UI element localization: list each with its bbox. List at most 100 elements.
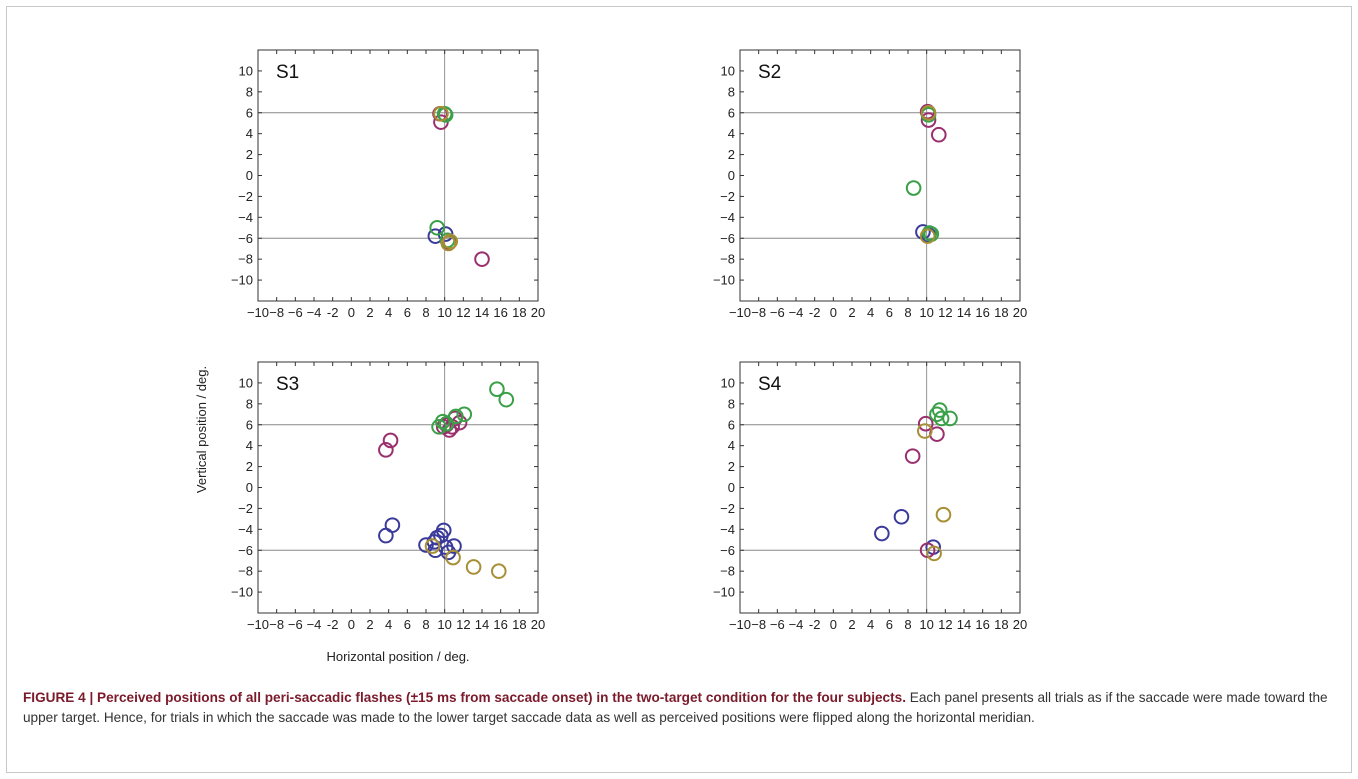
y-tick-label: −2 — [238, 501, 253, 516]
x-tick-label: 4 — [867, 305, 874, 320]
x-tick-label: 14 — [957, 305, 971, 320]
x-tick-label: 0 — [830, 617, 837, 632]
data-point-green — [448, 408, 464, 425]
x-tick-label: 8 — [904, 617, 911, 632]
x-tick-label: 18 — [994, 305, 1008, 320]
y-tick-label: −4 — [238, 522, 253, 537]
x-tick-label: 18 — [512, 305, 526, 320]
data-point-green — [942, 410, 958, 427]
x-tick-label: 12 — [938, 617, 952, 632]
data-point-olive — [442, 233, 459, 250]
data-point-olive — [445, 549, 461, 566]
x-tick-label: −10 — [247, 617, 269, 632]
x-tick-label: −6 — [770, 617, 785, 632]
x-tick-label: −8 — [751, 305, 766, 320]
plot-area — [257, 361, 539, 614]
x-tick-label: 8 — [904, 305, 911, 320]
x-tick-label: 12 — [938, 305, 952, 320]
x-tick-label: −4 — [307, 617, 322, 632]
data-point-olive — [917, 423, 933, 439]
y-tick-label: 6 — [246, 417, 253, 432]
x-tick-label: 10 — [919, 617, 933, 632]
y-tick-label: 6 — [728, 417, 735, 432]
data-point-blue — [893, 508, 910, 525]
y-tick-label: 6 — [728, 105, 735, 120]
x-tick-label: 6 — [886, 305, 893, 320]
y-tick-label: −4 — [720, 210, 735, 225]
data-point-magenta — [378, 442, 394, 458]
y-tick-label: 8 — [246, 396, 253, 411]
data-point-green — [489, 381, 505, 397]
x-tick-label: 2 — [366, 617, 373, 632]
y-tick-label: −8 — [720, 252, 735, 267]
data-point-green — [498, 391, 515, 408]
plot-area — [257, 49, 539, 302]
y-tick-label: −10 — [713, 273, 735, 288]
x-tick-label: 14 — [475, 617, 489, 632]
x-tick-label: 6 — [404, 305, 411, 320]
x-tick-label: -2 — [809, 617, 821, 632]
x-tick-label: 12 — [456, 305, 470, 320]
x-tick-label: −8 — [269, 305, 284, 320]
x-tick-label: 2 — [366, 305, 373, 320]
x-tick-label: −8 — [751, 617, 766, 632]
figure-caption: FIGURE 4 | Perceived positions of all pe… — [23, 688, 1341, 728]
plot-area — [739, 361, 1021, 614]
y-tick-label: 4 — [728, 126, 735, 141]
x-tick-label: −10 — [247, 305, 269, 320]
data-point-magenta — [920, 112, 937, 128]
y-tick-label: −10 — [231, 585, 253, 600]
x-tick-label: −10 — [729, 305, 751, 320]
y-tick-label: 4 — [246, 126, 253, 141]
data-point-olive — [935, 506, 952, 523]
panel-label: S3 — [276, 374, 299, 395]
data-point-olive — [440, 235, 457, 252]
data-point-blue — [446, 538, 462, 554]
y-tick-label: −10 — [231, 273, 253, 288]
x-tick-label: 18 — [994, 617, 1008, 632]
x-tick-label: −6 — [288, 617, 303, 632]
y-tick-label: −2 — [720, 189, 735, 204]
x-tick-label: −8 — [269, 617, 284, 632]
x-tick-label: 0 — [830, 305, 837, 320]
x-tick-label: 0 — [348, 305, 355, 320]
x-tick-label: -2 — [327, 617, 339, 632]
x-tick-label: −4 — [789, 305, 804, 320]
y-tick-label: 4 — [728, 438, 735, 453]
x-tick-label: 6 — [404, 617, 411, 632]
y-tick-label: 0 — [246, 480, 253, 495]
data-point-magenta — [917, 415, 934, 432]
x-tick-label: 20 — [1013, 305, 1027, 320]
x-tick-label: 16 — [493, 617, 507, 632]
x-tick-label: 8 — [422, 305, 429, 320]
y-tick-label: 0 — [728, 168, 735, 183]
y-tick-label: −4 — [720, 522, 735, 537]
y-tick-label: −10 — [713, 585, 735, 600]
x-tick-label: 10 — [437, 617, 451, 632]
y-tick-label: 10 — [239, 63, 253, 78]
x-tick-label: 2 — [848, 305, 855, 320]
figure-frame — [6, 6, 1352, 773]
y-tick-label: −4 — [238, 210, 253, 225]
y-tick-label: −2 — [238, 189, 253, 204]
y-tick-label: 4 — [246, 438, 253, 453]
x-tick-label: −10 — [729, 617, 751, 632]
x-tick-label: 20 — [1013, 617, 1027, 632]
x-tick-label: 16 — [975, 617, 989, 632]
x-tick-label: 16 — [493, 305, 507, 320]
y-tick-label: 8 — [246, 84, 253, 99]
x-tick-label: 4 — [385, 305, 392, 320]
y-tick-label: 0 — [246, 168, 253, 183]
data-point-green — [931, 402, 948, 418]
data-point-olive — [920, 104, 937, 121]
x-tick-label: −4 — [789, 617, 804, 632]
y-tick-label: 8 — [728, 84, 735, 99]
y-axis-title: Vertical position / deg. — [194, 366, 209, 493]
data-point-olive — [491, 563, 507, 579]
x-axis-title: Horizontal position / deg. — [326, 649, 469, 664]
x-tick-label: −4 — [307, 305, 322, 320]
y-tick-label: −2 — [720, 501, 735, 516]
y-tick-label: 2 — [246, 147, 253, 162]
x-tick-label: 16 — [975, 305, 989, 320]
data-point-magenta — [474, 251, 490, 267]
